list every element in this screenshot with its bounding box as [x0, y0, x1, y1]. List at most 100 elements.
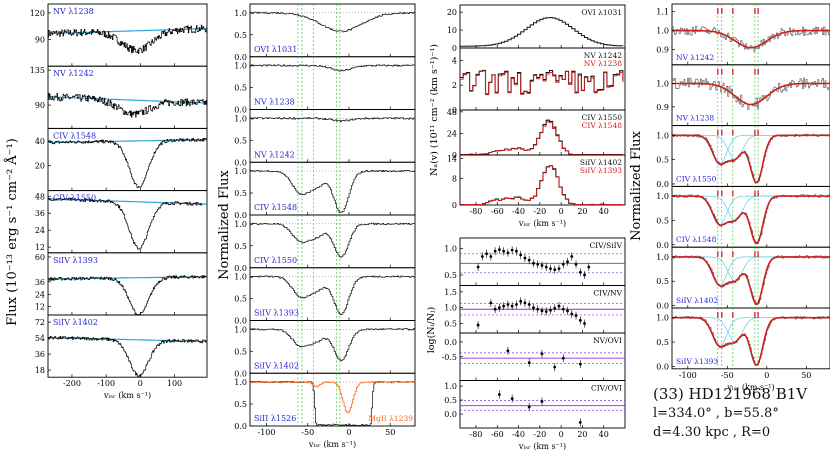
p2-row-7-mgii-spectrum	[250, 381, 415, 414]
p1-row-5-xtick-label: 0	[138, 379, 143, 388]
p5-row-2-ytick-label: 0.5	[656, 156, 669, 165]
p2-ylabel: Normalized Flux	[217, 169, 232, 279]
p4-row-1-point	[566, 309, 569, 313]
p4-row-1-point	[493, 307, 497, 311]
p2-row-4-spectrum	[250, 222, 415, 258]
p5-row-4-ytick-label: 0.5	[656, 277, 669, 286]
p5-row-3-ytick-label: 1.0	[656, 192, 669, 201]
p2-row-5-label: SiIV λ1393	[254, 309, 299, 318]
p3-row-3-label-1: SiIV λ1393	[580, 166, 622, 175]
p1-row-2-ytick-label: 40	[35, 137, 45, 146]
p1-row-5-label: SiIV λ1402	[53, 318, 98, 327]
p1-row-2-ytick-label: 20	[35, 162, 45, 171]
p2-row-1-spectrum	[250, 64, 415, 72]
p4-row-0-ytick-label: 0.5	[444, 271, 457, 280]
p4-row-3-ytick-label: 0.0	[444, 410, 457, 419]
p1-row-3-ytick-label: 36	[35, 209, 45, 218]
p2-row-6-ytick-label: 0.0	[234, 369, 247, 378]
p4-row-0-label: CIV/SiIV	[589, 241, 622, 250]
p4-row-3-point	[578, 421, 582, 424]
p3-row-2-profile-strong	[460, 121, 623, 155]
p5-row-4-label: SiIV λ1402	[676, 296, 718, 305]
p1-row-3-ytick-label: 48	[35, 192, 45, 201]
p2-row-7-xtick-label: -100	[258, 428, 276, 437]
p4-row-0-point	[549, 267, 552, 271]
p5-row-2-component-2	[672, 134, 830, 160]
p4-row-0-point	[583, 273, 586, 277]
p1-row-4-ytick-label: 24	[35, 290, 45, 299]
p5-row-5-ytick-label: 0.0	[656, 362, 669, 371]
p2-row-7-label: SiII λ1526	[254, 414, 296, 423]
p4-row-3-ytick-label: 1.0	[444, 382, 457, 391]
p5-row-5-label: SiIV λ1393	[676, 357, 718, 366]
p1-row-0-ytick-label: 90	[35, 36, 45, 45]
p1-row-5-xtick-label: -200	[63, 379, 81, 388]
p3-row-3-xtick-label: -40	[512, 207, 525, 216]
p5-row-5-xtick-label: 50	[801, 371, 811, 380]
p4-row-0-point	[536, 262, 540, 266]
p5-row-3-spectrum	[672, 194, 830, 244]
p3-row-3-ytick-label: 8	[452, 174, 457, 183]
p2-row-2-ytick-label: 0.5	[234, 136, 247, 145]
p5-row-1-ytick-label: 1.0	[656, 80, 669, 89]
p4-row-3-xtick-label: 0	[559, 430, 564, 439]
p3-row-1-ytick-label: 4	[452, 56, 457, 65]
p2-row-7-label2: MgII λ1239	[368, 414, 413, 423]
p3-row-3-xtick-label: 20	[577, 207, 587, 216]
p5-row-5-ytick-label: 1.0	[656, 314, 669, 323]
p4-row-0-point	[489, 255, 493, 258]
p4-row-1-point	[561, 307, 565, 311]
p4-row-0-point	[544, 265, 548, 269]
p4-row-0-point	[532, 261, 535, 265]
p2-row-6-label: SiIV λ1402	[254, 361, 299, 370]
p4-row-0-point	[502, 249, 506, 253]
p5-ylabel: Normalized Flux	[629, 130, 644, 240]
p4-row-2-ytick-label: -0.5	[442, 353, 457, 362]
p4-row-2-point	[506, 349, 510, 353]
p4-row-2-point	[527, 361, 531, 365]
p2-row-7-ytick-label: 0.5	[234, 400, 247, 409]
p4-row-1-ytick-label: 1.5	[444, 288, 457, 297]
p2-row-2-ytick-label: 1.0	[234, 114, 247, 123]
p3-row-0-label-0: OVI λ1031	[581, 8, 622, 17]
p4-row-1-point	[557, 304, 561, 308]
p2-row-1-ytick-label: 0.0	[234, 106, 247, 115]
p5-row-4-ytick-label: 1.0	[656, 253, 669, 262]
p2-row-0-spectrum	[250, 11, 415, 33]
p4-row-1-point	[532, 306, 535, 310]
p5-row-5-frame	[671, 307, 830, 370]
p3-row-3-xtick-label: -80	[470, 207, 483, 216]
p4-row-3-point	[527, 405, 531, 409]
p1-row-2-label: CIV λ1548	[53, 131, 96, 140]
p3-row-2-ytick-label: 0	[452, 151, 457, 160]
p3-row-3-ytick-label: 0	[452, 201, 457, 210]
p4-row-0-point	[570, 255, 574, 258]
p4-row-1-point	[574, 314, 578, 317]
p2-row-3-ytick-label: 0.5	[234, 189, 247, 198]
distance-params: d=4.30 kpc , R=0	[653, 424, 771, 440]
p4-row-1-point	[544, 310, 548, 313]
p3-row-1-label-0: NV λ1242	[584, 51, 622, 60]
p4-row-0-point	[523, 256, 527, 260]
p1-row-1-spectrum	[48, 92, 208, 118]
p2-row-3-ytick-label: 1.0	[234, 167, 247, 176]
p5-row-5-xtick-label: -50	[721, 371, 734, 380]
p4-row-1-point	[489, 301, 493, 305]
p3-row-1-profile-strong	[460, 70, 624, 96]
p1-row-5-frame	[47, 314, 208, 378]
p4-xlabel: vₗₛᵣ (km s⁻¹)	[518, 442, 566, 451]
p4-row-0-point	[493, 249, 497, 253]
p2-row-7-xtick-label: 50	[385, 428, 395, 437]
p4-row-0-point	[578, 270, 582, 274]
p1-row-4-ytick-label: 60	[35, 253, 45, 262]
p5-xlabel: vₗₛᵣ (km s⁻¹)	[726, 383, 774, 392]
p2-row-7-ytick-label: 1.0	[234, 378, 247, 387]
p4-ylabel: log(Nᵢ/Nⱼ)	[426, 307, 437, 354]
galactic-coords: l=334.0° , b=55.8°	[653, 406, 779, 422]
p5-row-5-component-1	[672, 317, 830, 348]
p1-row-3-ytick-label: 12	[35, 243, 45, 252]
p2-row-1-label: NV λ1238	[254, 98, 295, 107]
p2-row-0-ytick-label: 0.5	[234, 31, 247, 40]
p4-row-0-point	[527, 258, 531, 262]
p5-row-5-xtick-label: -100	[679, 371, 697, 380]
